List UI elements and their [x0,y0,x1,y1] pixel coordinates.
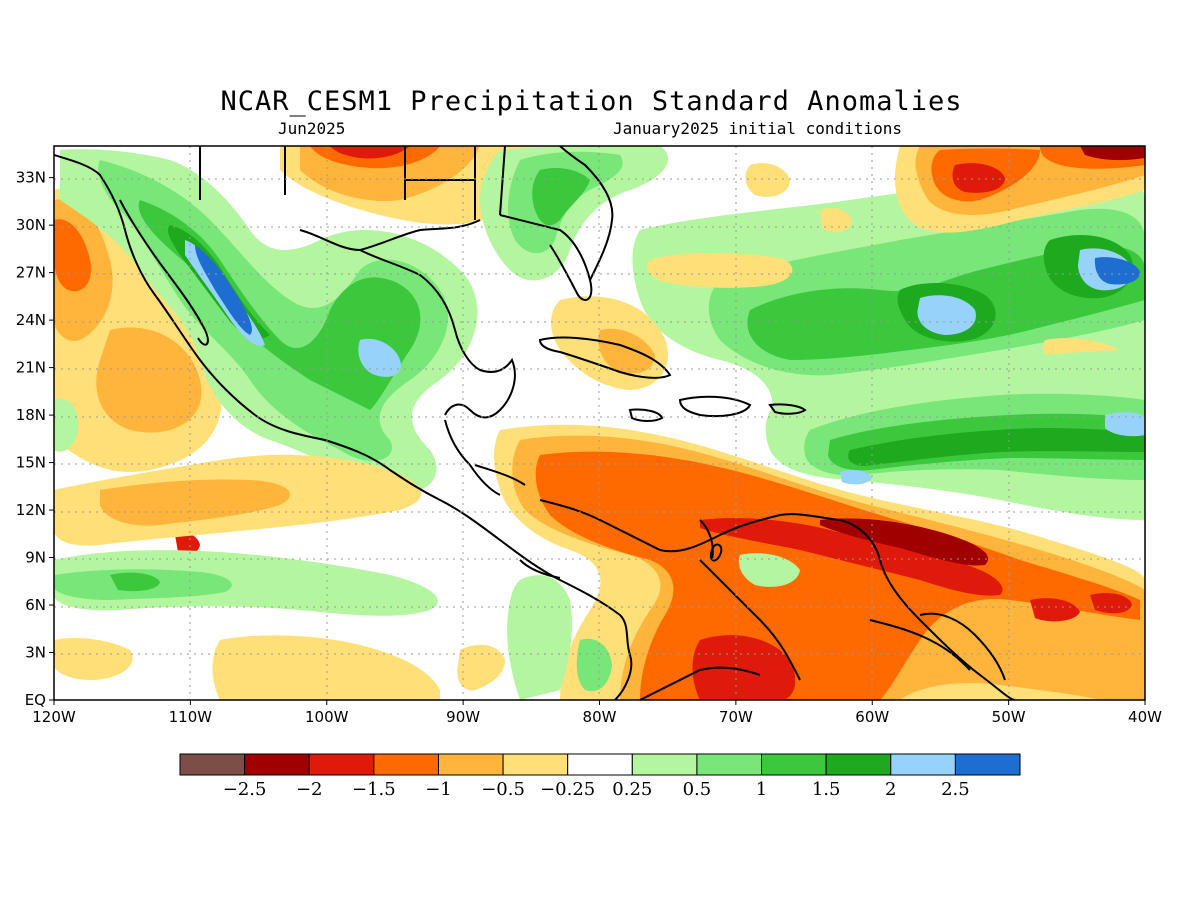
colorbar-swatch [308,753,375,776]
lon-label: 100W [305,708,349,726]
colorbar-label: −2 [296,779,323,800]
colorbar-swatch [244,753,310,776]
lat-label: 18N [16,406,46,424]
lon-label: 60W [855,708,889,726]
map-plot-area: EQ 3N 6N 9N 12N 15N 18N 21N 24N 27N 30N 33N 120W 110… [16,145,1162,726]
colorbar-label: 0.25 [612,779,652,800]
colorbar-label: −0.25 [540,779,595,800]
colorbar-label: −0.5 [481,779,525,800]
lon-label: 90W [446,708,480,726]
colorbar: −2.5 −2 −1.5 −1 −0.5 −0.25 0.25 0.5 1 1.5 2 2.5 [179,753,1021,800]
colorbar-swatch [696,753,763,776]
lon-label: 110W [169,708,213,726]
forecast-month: Jun2025 [278,119,346,138]
longitude-labels: 120W 110W 100W 90W 80W 70W 60W 50W 40W [32,700,1162,726]
colorbar-swatch [825,753,892,776]
lat-label: 21N [16,359,46,377]
anomaly-fields [54,146,1145,700]
lon-label: 40W [1128,708,1162,726]
colorbar-label: −2.5 [223,779,267,800]
colorbar-label: 1 [756,779,767,800]
lon-label: 50W [992,708,1026,726]
colorbar-label: −1 [425,779,452,800]
lon-label: 80W [583,708,617,726]
lat-label: 24N [16,311,46,329]
lat-label: 6N [25,596,46,614]
colorbar-label: 0.5 [683,779,712,800]
graticule [54,146,1145,700]
lat-label: EQ [25,691,46,709]
colorbar-label: −1.5 [352,779,396,800]
lon-label: 70W [719,708,753,726]
colorbar-swatch [761,753,827,776]
lat-label: 3N [25,644,46,662]
colorbar-swatch [890,753,956,776]
colorbar-swatch [631,753,698,776]
colorbar-swatch [179,753,246,776]
initial-conditions: January2025 initial conditions [613,119,902,138]
colorbar-label: 2.5 [941,779,970,800]
map-title: NCAR_CESM1 Precipitation Standard Anomal… [220,86,963,117]
colorbar-swatch [954,753,1021,776]
coastlines [54,146,1016,700]
lon-label: 120W [32,708,76,726]
colorbar-label: 2 [885,779,896,800]
latitude-labels: EQ 3N 6N 9N 12N 15N 18N 21N 24N 27N 30N 33N [16,169,54,709]
lat-label: 12N [16,501,46,519]
colorbar-swatch [373,753,439,776]
colorbar-swatch [567,753,633,776]
lat-label: 30N [16,216,46,234]
lat-label: 15N [16,454,46,472]
lat-label: 9N [25,549,46,567]
colorbar-swatch [502,753,569,776]
colorbar-swatch [437,753,504,776]
lat-label: 27N [16,264,46,282]
lat-label: 33N [16,169,46,187]
colorbar-label: 1.5 [812,779,841,800]
